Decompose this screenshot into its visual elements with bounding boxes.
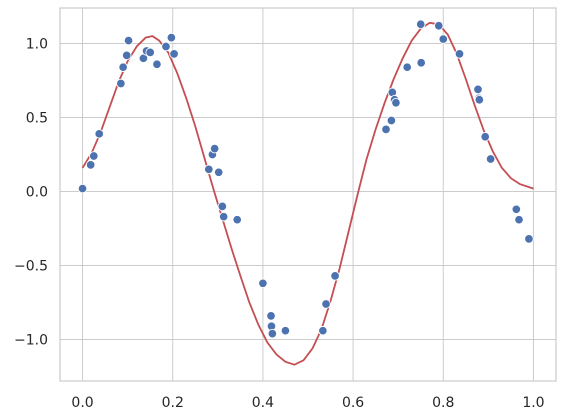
axes-frame: [59, 7, 557, 382]
data-point: [381, 124, 391, 135]
data-point: [454, 49, 465, 59]
x-tick-label: 0.2: [162, 395, 184, 411]
data-point: [480, 132, 490, 142]
data-points: [77, 19, 534, 339]
data-point: [258, 278, 268, 289]
data-point: [77, 183, 88, 194]
data-point: [89, 151, 99, 161]
data-point: [118, 62, 128, 72]
data-point: [514, 214, 524, 225]
y-tick-label: −1.0: [14, 333, 48, 349]
data-point: [267, 328, 278, 339]
x-tick-label: 0.8: [432, 395, 454, 411]
data-point: [145, 47, 155, 58]
data-point: [121, 50, 132, 61]
tick-labels: 0.0 0.2 0.4 0.6 0.8 1.0 −1.0 −0.5 0.0 0.5 1.0: [14, 37, 545, 411]
data-point: [473, 84, 483, 95]
data-point: [524, 234, 534, 244]
y-tick-label: 0.5: [26, 111, 48, 127]
data-point: [485, 154, 496, 164]
x-tick-label: 0.0: [71, 395, 93, 411]
x-tick-label: 0.4: [252, 395, 274, 411]
data-point: [415, 19, 426, 30]
data-point: [511, 204, 522, 215]
data-point: [169, 49, 179, 59]
data-point: [232, 214, 242, 225]
data-point: [166, 32, 177, 43]
data-point: [116, 78, 126, 89]
data-point: [161, 41, 171, 52]
data-point: [217, 201, 228, 212]
data-point: [123, 35, 134, 46]
data-point: [416, 58, 426, 68]
data-point: [266, 311, 276, 321]
data-point: [204, 164, 214, 175]
data-point: [218, 211, 229, 222]
data-point: [209, 143, 220, 154]
data-point: [280, 325, 291, 336]
grid: [60, 8, 556, 381]
data-point: [85, 160, 96, 170]
data-point: [94, 129, 104, 139]
y-tick-label: 1.0: [26, 37, 48, 53]
data-point: [152, 59, 162, 69]
data-point: [438, 34, 449, 44]
data-point: [402, 62, 412, 72]
fit-curve: [81, 21, 534, 366]
x-tick-label: 1.0: [522, 395, 544, 411]
y-tick-label: 0.0: [26, 185, 48, 201]
y-tick-label: −0.5: [14, 259, 48, 275]
data-point: [391, 97, 401, 108]
data-point: [434, 21, 444, 31]
data-point: [318, 325, 328, 336]
x-tick-label: 0.6: [342, 395, 364, 411]
data-point: [321, 299, 331, 309]
data-point: [474, 95, 485, 105]
data-point: [386, 115, 397, 126]
data-point: [330, 271, 340, 281]
data-point: [213, 167, 224, 178]
